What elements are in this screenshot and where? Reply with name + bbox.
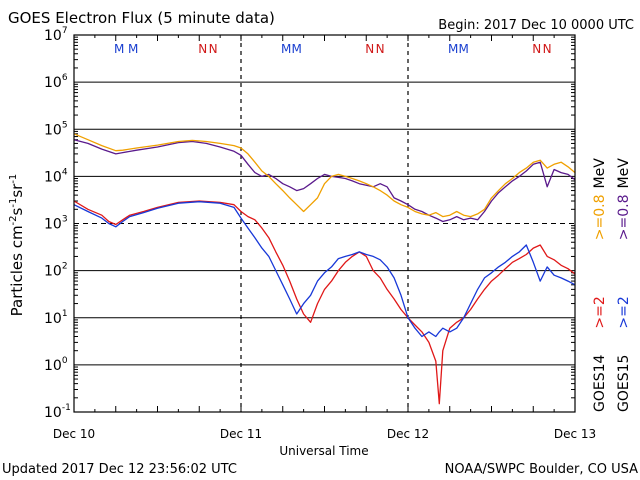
y-tick-exponent-7: 6: [62, 73, 68, 83]
legend-mev-bottom: MeV: [616, 158, 632, 189]
x-tick-label-0: Dec 10: [53, 427, 95, 441]
x-tick-labels: Dec 10 Dec 11 Dec 12 Dec 13: [53, 427, 596, 441]
legend-mev-top: MeV: [592, 158, 608, 189]
m-marker-1: M: [128, 42, 138, 56]
x-tick-label-2: Dec 12: [387, 427, 429, 441]
y-tick-label-2: 101: [44, 309, 68, 327]
series-lines: [73, 133, 576, 405]
y-tick-exponent-0: -1: [62, 403, 71, 413]
y-tick-exponent-4: 3: [62, 215, 68, 225]
y-axis-label: Particles cm-2s-1sr-1: [8, 174, 26, 317]
x-axis-label: Universal Time: [279, 444, 368, 458]
y-tick-exponent-2: 1: [62, 309, 68, 319]
series-line-0: [73, 139, 576, 223]
m-marker-0: M: [114, 42, 124, 56]
series-line-3: [73, 201, 576, 338]
legend-goes15-label: GOES15: [616, 355, 632, 412]
n-marker-5: N: [543, 42, 552, 56]
legend-goes14-row: GOES14 >=2 >=0.8 MeV: [592, 158, 608, 412]
y-axis-unit-sr: sr: [8, 183, 26, 198]
legend-goes14-ge2: >=2: [592, 296, 608, 328]
right-legend: GOES14 >=2 >=0.8 MeV GOES15 >=2 >=0.8 MeV: [592, 158, 632, 412]
n-marker-2: N: [365, 42, 374, 56]
m-n-markers: M M M M M MN N N N N N: [114, 42, 552, 56]
y-tick-label-7: 106: [44, 73, 68, 91]
legend-goes15-row: GOES15 >=2 >=0.8 MeV: [616, 158, 632, 412]
plot-frame: [73, 34, 576, 413]
credit-label: NOAA/SWPC Boulder, CO USA: [445, 462, 638, 477]
y-axis-unit-exp-sr: -1: [8, 174, 19, 184]
updated-timestamp: Updated 2017 Dec 12 23:56:02 UTC: [2, 462, 237, 477]
n-marker-4: N: [532, 42, 541, 56]
y-axis-label-base: Particles cm: [8, 225, 26, 316]
y-tick-label-0: 10-1: [44, 403, 71, 421]
m-marker-5: M: [458, 42, 468, 56]
series-line-2: [73, 200, 576, 405]
series-line-1: [73, 133, 576, 218]
m-marker-2: M: [281, 42, 291, 56]
n-marker-0: N: [198, 42, 207, 56]
legend-goes15-ge2: >=2: [616, 296, 632, 328]
y-tick-exponent-5: 4: [62, 167, 68, 177]
y-tick-label-1: 100: [44, 356, 68, 374]
y-tick-exponent-8: 7: [62, 26, 68, 36]
y-axis-unit-exp-s: -1: [8, 198, 19, 208]
y-tick-label-5: 104: [44, 167, 68, 185]
y-axis-unit-exp-cm: -2: [8, 215, 19, 225]
chart-title: GOES Electron Flux (5 minute data): [8, 9, 275, 27]
y-axis-unit-s: s: [8, 207, 26, 215]
m-marker-3: M: [291, 42, 301, 56]
legend-goes14-label: GOES14: [592, 354, 608, 412]
y-tick-label-6: 105: [44, 120, 68, 138]
y-tick-label-8: 107: [44, 26, 68, 44]
begin-time-label: Begin: 2017 Dec 10 0000 UTC: [438, 18, 634, 33]
y-tick-exponent-3: 2: [62, 262, 68, 272]
y-tick-exponent-6: 5: [62, 120, 68, 130]
legend-goes15-ge08: >=0.8: [616, 194, 632, 240]
grid-lines: [73, 34, 576, 413]
y-tick-label-3: 102: [44, 262, 68, 280]
y-tick-exponent-1: 0: [62, 356, 68, 366]
m-marker-4: M: [448, 42, 458, 56]
x-tick-label-3: Dec 13: [554, 427, 596, 441]
n-marker-3: N: [376, 42, 385, 56]
x-tick-label-1: Dec 11: [220, 427, 262, 441]
legend-goes14-ge08: >=0.8: [592, 194, 608, 240]
y-tick-label-4: 103: [44, 215, 68, 233]
n-marker-1: N: [209, 42, 218, 56]
